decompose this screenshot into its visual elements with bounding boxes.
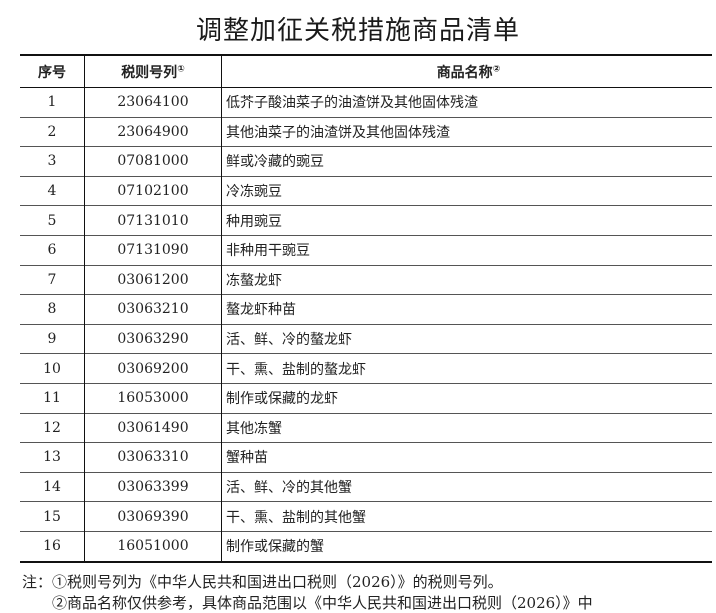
table-row: 7 03061200 冻螯龙虾 <box>20 264 712 295</box>
cell-code: 07102100 <box>84 175 222 206</box>
cell-code: 23064100 <box>84 87 222 118</box>
cell-name: 制作或保藏的龙虾 <box>221 382 712 414</box>
table-row: 9 03063290 活、鲜、冷的螯龙虾 <box>20 323 712 354</box>
cell-seq: 1 <box>20 87 85 118</box>
cell-seq: 7 <box>20 264 85 295</box>
cell-code: 07131090 <box>84 234 222 266</box>
cell-name: 活、鲜、冷的螯龙虾 <box>221 323 712 354</box>
goods-table: 序号 税则号列① 商品名称② 1 23064100 低芥子酸油菜子的油渣饼及其他固体… <box>20 54 712 563</box>
cell-name: 蟹种苗 <box>221 442 712 473</box>
header-code: 税则号列① <box>84 55 222 88</box>
header-seq-label: 序号 <box>38 64 66 81</box>
cell-code: 23064900 <box>84 116 222 147</box>
cell-seq: 12 <box>20 412 85 443</box>
cell-name: 其他油菜子的油渣饼及其他固体残渣 <box>221 116 712 147</box>
cell-code: 03063210 <box>84 294 222 325</box>
cell-code: 16053000 <box>84 382 222 414</box>
header-name: 商品名称② <box>221 55 712 88</box>
cell-seq: 6 <box>20 234 85 266</box>
cell-seq: 13 <box>20 442 85 473</box>
table-row: 1 23064100 低芥子酸油菜子的油渣饼及其他固体残渣 <box>20 87 712 118</box>
cell-seq: 14 <box>20 471 85 502</box>
table-row: 6 07131090 非种用干豌豆 <box>20 234 712 266</box>
cell-seq: 16 <box>20 530 85 562</box>
cell-code: 03069390 <box>84 501 222 532</box>
table-row: 3 07081000 鲜或冷藏的豌豆 <box>20 146 712 177</box>
cell-name: 活、鲜、冷的其他蟹 <box>221 471 712 502</box>
footnote-mark-2: ② <box>492 63 501 74</box>
footnote-mark-1: ① <box>177 63 185 74</box>
cell-code: 03063310 <box>84 442 222 473</box>
cell-code: 07131010 <box>84 205 222 236</box>
cell-code: 03069200 <box>84 353 222 384</box>
cell-name: 冷冻豌豆 <box>221 175 712 206</box>
cell-name: 螯龙虾种苗 <box>221 294 712 325</box>
cell-seq: 5 <box>20 205 85 236</box>
table-row: 12 03061490 其他冻蟹 <box>20 412 712 443</box>
table-row: 14 03063399 活、鲜、冷的其他蟹 <box>20 471 712 502</box>
table-row: 10 03069200 干、熏、盐制的螯龙虾 <box>20 353 712 384</box>
cell-code: 03063399 <box>84 471 222 502</box>
cell-name: 非种用干豌豆 <box>221 234 712 266</box>
cell-code: 16051000 <box>84 530 222 562</box>
cell-seq: 9 <box>20 323 85 354</box>
footnote-2: ②商品名称仅供参考，具体商品范围以《中华人民共和国进出口税则（2026）》中 <box>22 594 593 612</box>
cell-code: 03061490 <box>84 412 222 443</box>
header-name-label: 商品名称 <box>436 64 493 81</box>
header-code-label: 税则号列 <box>121 64 178 81</box>
table-row: 11 16053000 制作或保藏的龙虾 <box>20 382 712 414</box>
cell-seq: 4 <box>20 175 85 206</box>
footnote-1: 注：①税则号列为《中华人民共和国进出口税则（2026）》的税则号列。 <box>22 573 503 591</box>
cell-code: 07081000 <box>84 146 222 177</box>
table-row: 5 07131010 种用豌豆 <box>20 205 712 236</box>
cell-seq: 3 <box>20 146 85 177</box>
table-row: 2 23064900 其他油菜子的油渣饼及其他固体残渣 <box>20 116 712 147</box>
table-row: 4 07102100 冷冻豌豆 <box>20 175 712 206</box>
cell-seq: 15 <box>20 501 85 532</box>
cell-name: 种用豌豆 <box>221 205 712 236</box>
cell-seq: 2 <box>20 116 85 147</box>
cell-code: 03061200 <box>84 264 222 295</box>
table-row: 16 16051000 制作或保藏的蟹 <box>20 530 712 562</box>
table-row: 15 03069390 干、熏、盐制的其他蟹 <box>20 501 712 532</box>
table-header-row: 序号 税则号列① 商品名称② <box>20 55 712 88</box>
cell-seq: 8 <box>20 294 85 325</box>
cell-name: 干、熏、盐制的其他蟹 <box>221 501 712 532</box>
cell-name: 低芥子酸油菜子的油渣饼及其他固体残渣 <box>226 95 478 112</box>
cell-code: 03063290 <box>84 323 222 354</box>
table-row: 8 03063210 螯龙虾种苗 <box>20 294 712 325</box>
cell-name: 制作或保藏的蟹 <box>221 530 712 562</box>
page-title: 调整加征关税措施商品清单 <box>195 16 520 46</box>
table-row: 13 03063310 蟹种苗 <box>20 442 712 473</box>
cell-name: 鲜或冷藏的豌豆 <box>221 146 712 177</box>
cell-name: 其他冻蟹 <box>221 412 712 443</box>
cell-seq: 10 <box>20 353 85 384</box>
cell-name: 冻螯龙虾 <box>221 264 712 295</box>
cell-seq: 11 <box>20 382 85 414</box>
cell-name: 干、熏、盐制的螯龙虾 <box>221 353 712 384</box>
header-seq: 序号 <box>20 55 85 88</box>
